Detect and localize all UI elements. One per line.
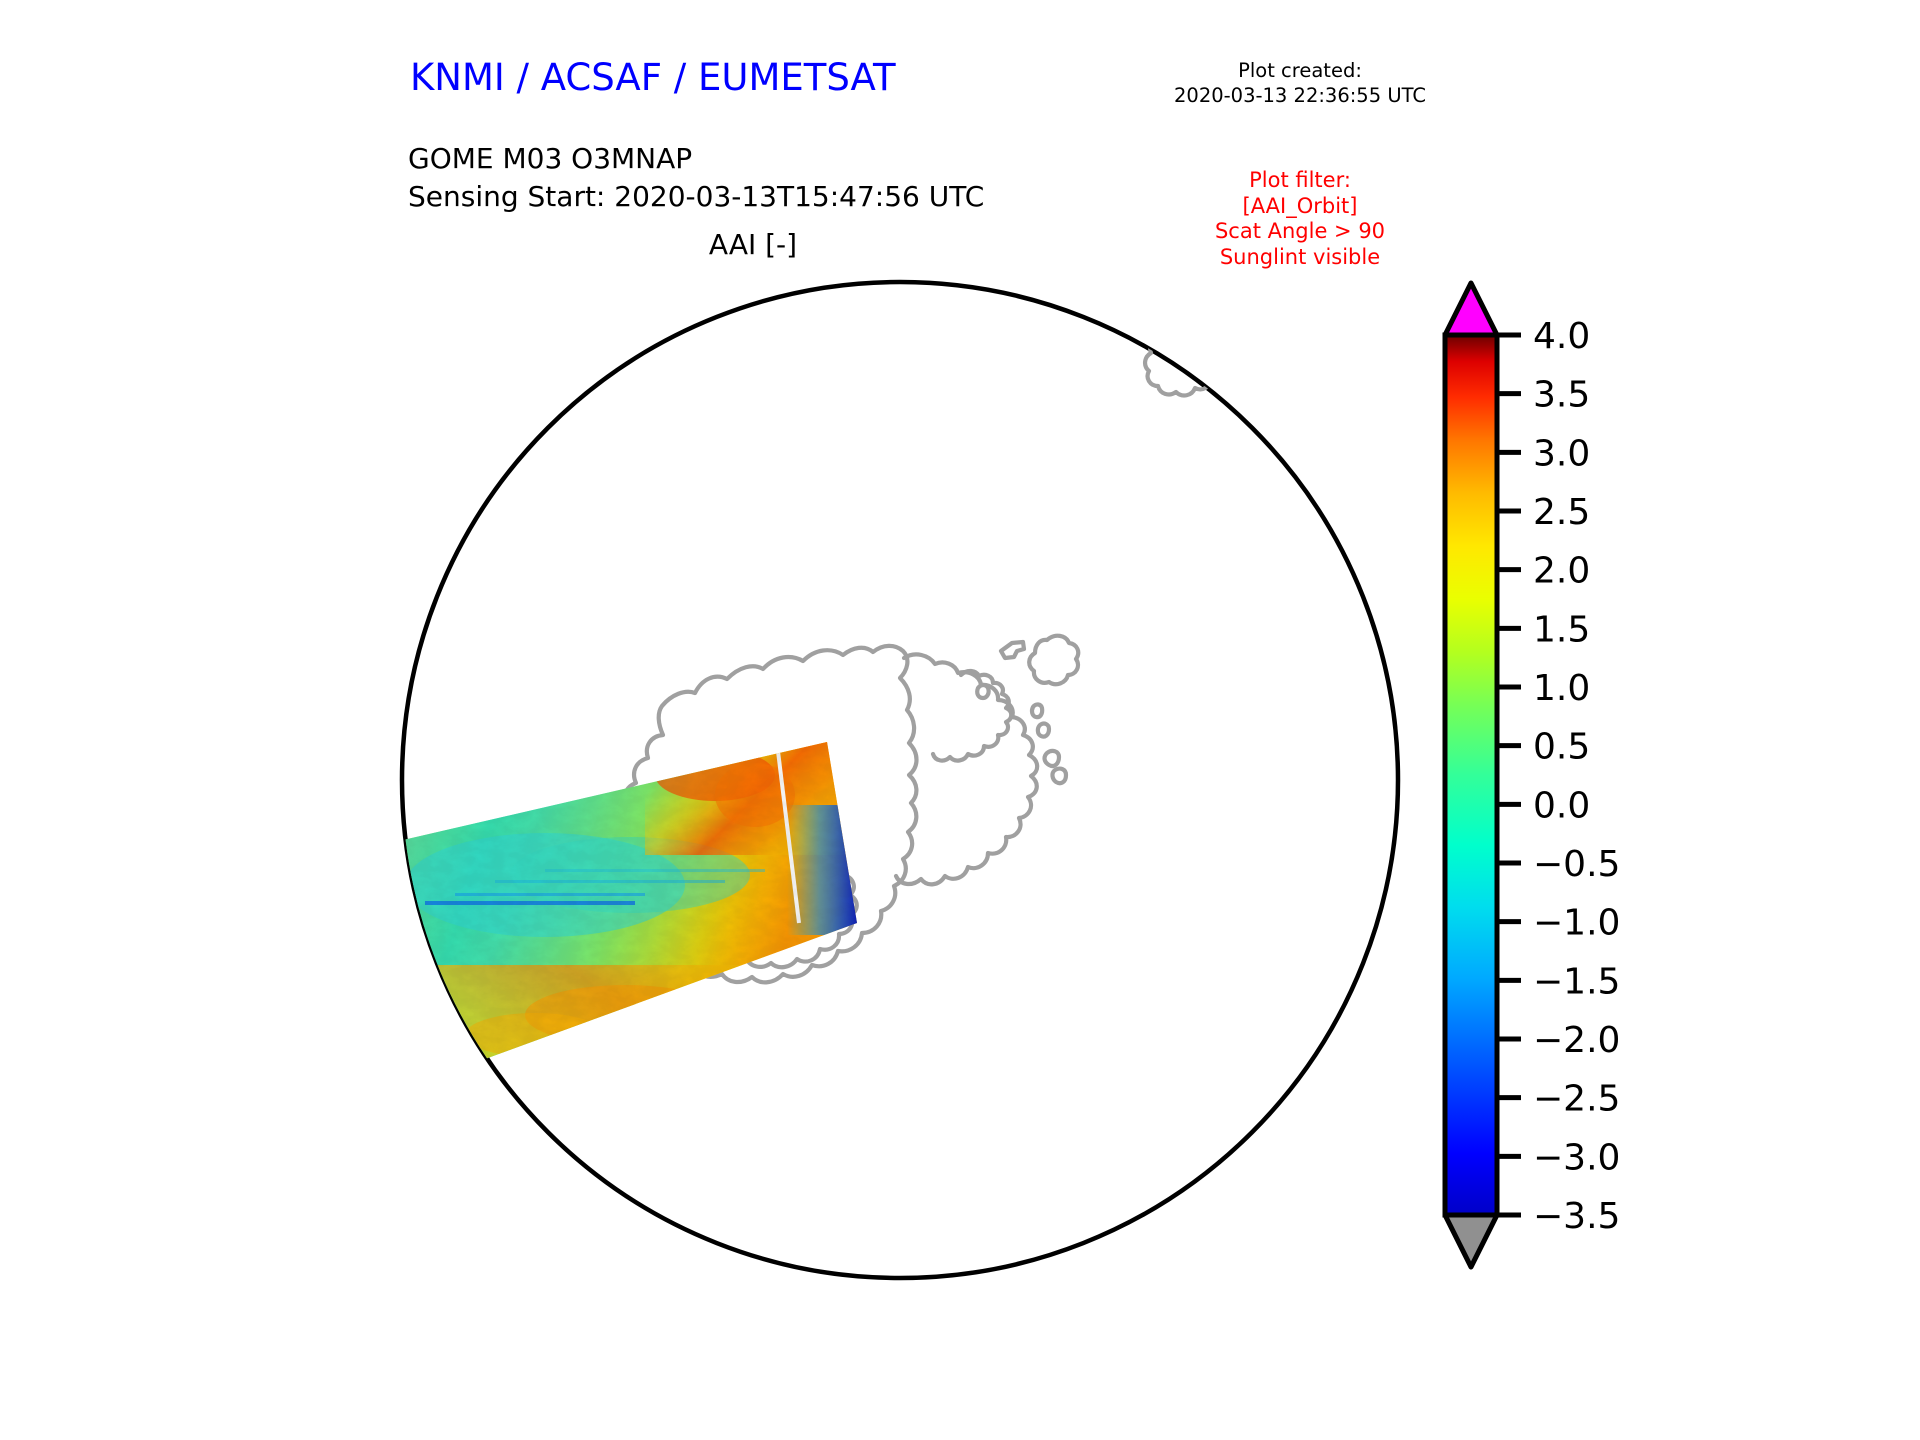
- globe-outline: [399, 279, 1401, 1281]
- colorbar-tick-label: 1.5: [1533, 609, 1590, 650]
- product-name: GOME M03 O3MNAP: [408, 142, 693, 175]
- plot-filter-block: Plot filter: [AAI_Orbit] Scat Angle > 90…: [1150, 168, 1450, 270]
- colorbar-over-arrow: [1442, 280, 1500, 338]
- colorbar-tick-label: −3.0: [1533, 1137, 1620, 1178]
- coastline-island-australia-tip: [998, 639, 1027, 661]
- colorbar-tick-label: 3.0: [1533, 433, 1590, 474]
- plot-filter-line-3: Sunglint visible: [1219, 244, 1381, 269]
- map-area: [395, 275, 1405, 1285]
- colorbar-under-arrow: [1442, 1212, 1500, 1270]
- colorbar-tick-label: 4.0: [1533, 316, 1590, 357]
- colorbar-tick-label: 0.0: [1533, 785, 1590, 826]
- colorbar-tick-label: 2.0: [1533, 551, 1590, 592]
- colorbar: 4.0 3.5 3.0 2.5 2.0 1.5 1.0 0.5 0.0 −0.5 −1.0 −1.5 −…: [1442, 280, 1620, 1270]
- coastline-tasmania: [1027, 633, 1081, 687]
- colorbar-tick-label: 2.5: [1533, 492, 1590, 533]
- product-block: GOME M03 O3MNAP Sensing Start: 2020-03-1…: [408, 140, 984, 216]
- polar-map: [399, 279, 1401, 1281]
- coastline-island-c: [1035, 721, 1052, 739]
- colorbar-ticks: 4.0 3.5 3.0 2.5 2.0 1.5 1.0 0.5 0.0 −0.5 −1.0 −1.5 −…: [1497, 316, 1620, 1237]
- plot-filter-title: Plot filter:: [1249, 168, 1351, 192]
- plot-filter-line-1: [AAI_Orbit]: [1242, 193, 1358, 218]
- colorbar-area: 4.0 3.5 3.0 2.5 2.0 1.5 1.0 0.5 0.0 −0.5 −1.0 −1.5 −…: [1425, 275, 1755, 1295]
- colorbar-gradient-bar: [1442, 332, 1500, 1218]
- agency-title: KNMI / ACSAF / EUMETSAT: [410, 56, 896, 99]
- aai-orbit-swath: [403, 742, 857, 1070]
- plot-created-label: Plot created:: [1238, 59, 1362, 82]
- colorbar-tick-label: −1.5: [1533, 961, 1620, 1002]
- colorbar-tick-label: −3.5: [1533, 1196, 1620, 1237]
- coastline-antarctic-peninsula-arc: [893, 652, 1040, 887]
- colorbar-tick-label: 3.5: [1533, 375, 1590, 416]
- coastline-island-d: [1042, 748, 1062, 769]
- plot-filter-line-2: Scat Angle > 90: [1214, 219, 1386, 243]
- colorbar-tick-label: −2.0: [1533, 1020, 1620, 1061]
- colorbar-tick-label: 0.5: [1533, 727, 1590, 768]
- coastline-new-zealand-north: [1158, 296, 1237, 368]
- colorbar-tick-label: −1.0: [1533, 903, 1620, 944]
- colorbar-tick-label: −2.5: [1533, 1079, 1620, 1120]
- colorbar-tick-label: 1.0: [1533, 668, 1590, 709]
- colorbar-tick-label: −0.5: [1533, 844, 1620, 885]
- coastline-island-e: [1050, 766, 1069, 786]
- coastline-island-a: [975, 682, 991, 701]
- page-title: AAI [-]: [708, 228, 798, 261]
- plot-created-block: Plot created: 2020-03-13 22:36:55 UTC: [1155, 58, 1445, 108]
- coastline-peninsula-detail: [930, 668, 1014, 763]
- coastline-island-b: [1029, 702, 1045, 720]
- plot-created-value: 2020-03-13 22:36:55 UTC: [1174, 84, 1426, 107]
- sensing-start: Sensing Start: 2020-03-13T15:47:56 UTC: [408, 180, 985, 213]
